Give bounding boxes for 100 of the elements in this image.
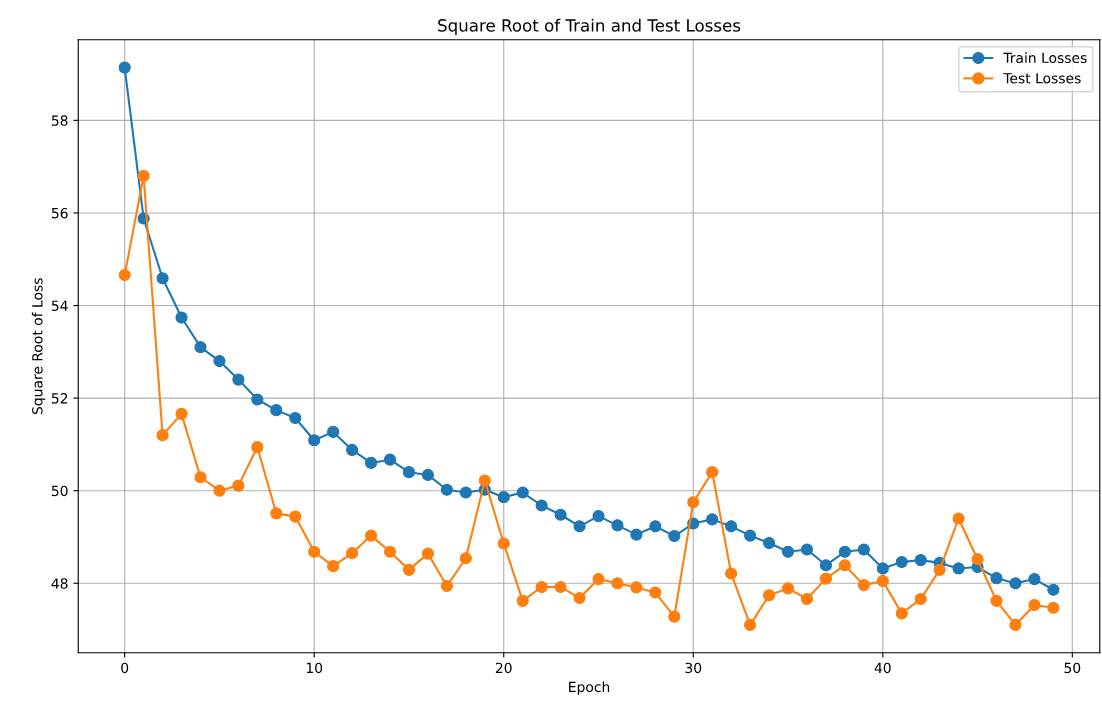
point: [497, 537, 510, 550]
point: [668, 610, 681, 623]
point: [232, 373, 245, 386]
point: [838, 559, 851, 572]
point: [592, 510, 605, 523]
point: [819, 572, 832, 585]
point: [327, 560, 340, 573]
point: [156, 429, 169, 442]
point: [156, 272, 169, 285]
point: [383, 545, 397, 558]
point: [611, 519, 624, 532]
point: [289, 510, 302, 523]
point: [440, 579, 453, 593]
y-tick-label: 56: [51, 207, 68, 219]
x-tick-label: 0: [121, 662, 129, 674]
point: [573, 592, 586, 605]
point: [895, 607, 908, 620]
point: [1028, 573, 1041, 586]
legend-label: Test Losses: [1003, 73, 1081, 84]
point: [1009, 577, 1022, 590]
point: [383, 453, 397, 466]
point: [1047, 583, 1060, 596]
point: [440, 483, 453, 496]
point: [308, 545, 321, 558]
point: [876, 562, 889, 575]
point: [895, 555, 908, 569]
point: [402, 563, 416, 576]
point: [630, 581, 643, 594]
x-axis-title: Epoch: [569, 681, 610, 695]
point: [364, 529, 378, 542]
point: [592, 573, 605, 586]
point: [421, 547, 434, 560]
point: [516, 594, 529, 607]
x-tick-label: 20: [495, 662, 512, 674]
point: [838, 545, 851, 558]
x-tick-label: 50: [1064, 662, 1081, 674]
y-tick-label: 58: [51, 115, 68, 126]
point: [1047, 601, 1060, 614]
point: [213, 484, 226, 497]
point: [1028, 598, 1041, 612]
point: [137, 169, 150, 182]
point: [289, 411, 302, 425]
point: [933, 563, 946, 576]
point: [763, 536, 776, 550]
point: [857, 579, 870, 592]
point: [990, 594, 1003, 607]
point: [573, 520, 586, 533]
x-tick-label: 30: [685, 662, 702, 674]
point: [270, 507, 283, 520]
point: [535, 499, 548, 512]
point: [459, 486, 472, 499]
legend-label: Train Losses: [1003, 52, 1087, 64]
point: [914, 554, 927, 567]
point: [952, 562, 965, 575]
point: [744, 529, 757, 542]
point: [706, 513, 719, 526]
point: [706, 466, 719, 479]
point: [364, 456, 378, 469]
point: [459, 552, 472, 565]
point: [952, 512, 965, 525]
point: [611, 577, 624, 590]
point: [554, 508, 567, 521]
point: [763, 589, 776, 602]
y-axis-title: Square Root of Loss: [31, 278, 46, 415]
point: [800, 592, 814, 606]
point: [118, 268, 131, 282]
point: [800, 543, 814, 556]
point: [876, 574, 889, 588]
point: [478, 474, 491, 487]
point: [781, 545, 795, 558]
point: [346, 547, 359, 560]
point: [270, 404, 283, 417]
point: [535, 580, 548, 594]
point: [725, 567, 738, 580]
y-tick-label: 48: [51, 578, 68, 589]
point: [781, 582, 795, 595]
point: [914, 592, 927, 606]
point: [402, 466, 416, 479]
point: [1009, 618, 1022, 631]
chart-title: Square Root of Train and Test Losses: [438, 18, 741, 35]
point: [118, 61, 131, 74]
y-tick-label: 54: [51, 300, 68, 311]
point: [346, 443, 359, 457]
point: [308, 434, 321, 447]
y-tick-label: 52: [51, 393, 68, 404]
point: [819, 559, 832, 572]
point: [649, 586, 662, 599]
point: [194, 471, 207, 484]
point: [687, 496, 700, 509]
point: [251, 441, 264, 454]
point: [725, 520, 738, 533]
point: [497, 491, 510, 504]
point: [990, 572, 1003, 585]
point: [649, 520, 662, 533]
y-tick-label: 50: [51, 485, 68, 497]
point: [516, 486, 529, 499]
point: [744, 618, 757, 631]
point: [175, 311, 188, 324]
point: [213, 354, 226, 368]
point: [232, 479, 245, 492]
